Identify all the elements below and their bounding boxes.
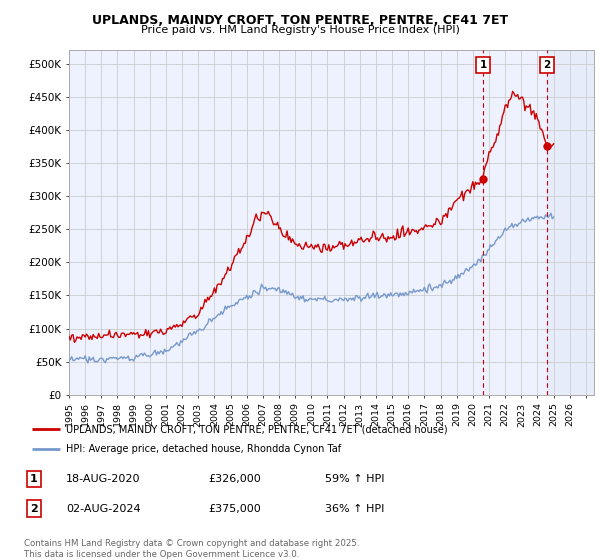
Text: 02-AUG-2024: 02-AUG-2024 [66,503,140,514]
Text: Contains HM Land Registry data © Crown copyright and database right 2025.
This d: Contains HM Land Registry data © Crown c… [24,539,359,559]
Text: HPI: Average price, detached house, Rhondda Cynon Taf: HPI: Average price, detached house, Rhon… [66,445,341,455]
Text: 1: 1 [479,60,487,70]
Text: Price paid vs. HM Land Registry's House Price Index (HPI): Price paid vs. HM Land Registry's House … [140,25,460,35]
Text: £326,000: £326,000 [208,474,261,484]
Text: £375,000: £375,000 [208,503,261,514]
Text: 59% ↑ HPI: 59% ↑ HPI [325,474,385,484]
Text: 36% ↑ HPI: 36% ↑ HPI [325,503,385,514]
Text: UPLANDS, MAINDY CROFT, TON PENTRE, PENTRE, CF41 7ET: UPLANDS, MAINDY CROFT, TON PENTRE, PENTR… [92,14,508,27]
Text: 1: 1 [30,474,38,484]
Bar [547,50,594,395]
Text: 2: 2 [544,60,551,70]
Text: UPLANDS, MAINDY CROFT, TON PENTRE, PENTRE, CF41 7ET (detached house): UPLANDS, MAINDY CROFT, TON PENTRE, PENTR… [66,424,448,435]
Text: 2: 2 [30,503,38,514]
Text: 18-AUG-2020: 18-AUG-2020 [66,474,140,484]
